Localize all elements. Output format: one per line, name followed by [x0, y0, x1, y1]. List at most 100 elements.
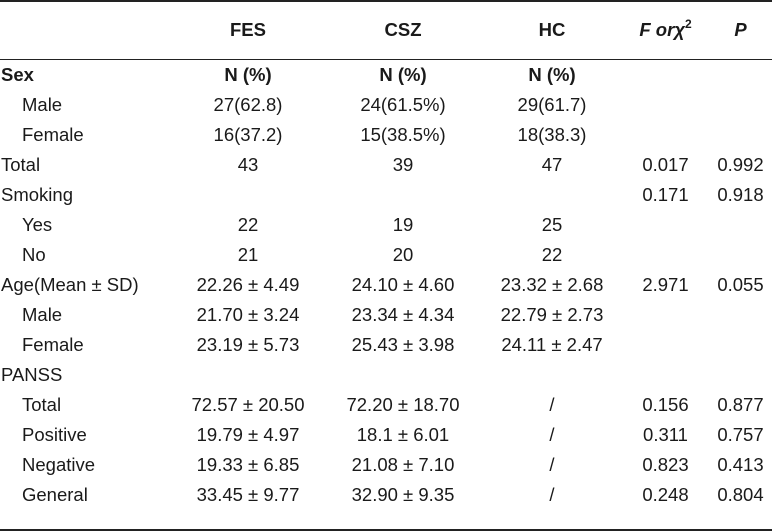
- cell-fes: 22.26 ± 4.49: [196, 274, 300, 295]
- row-label: Age(Mean ± SD): [1, 274, 139, 295]
- cell-statistic: [622, 360, 709, 390]
- cell-statistic: [622, 120, 709, 150]
- cell-p-value: [709, 60, 772, 90]
- table-row: Positive 19.79 ± 4.97 18.1 ± 6.01 / 0.31…: [0, 420, 772, 450]
- cell-statistic: [622, 210, 709, 240]
- cell-hc: /: [549, 424, 555, 445]
- table-row: Female 23.19 ± 5.73 25.43 ± 3.98 24.11 ±…: [0, 330, 772, 360]
- cell-statistic: [622, 240, 709, 270]
- cell-hc: /: [549, 394, 555, 415]
- header-hc: HC: [538, 19, 566, 40]
- table-row: No 21 20 22: [0, 240, 772, 270]
- cell-p-value: 0.804: [717, 484, 764, 505]
- row-label: Female: [22, 334, 84, 355]
- cell-hc: /: [549, 454, 555, 475]
- cell-statistic: 0.017: [642, 154, 689, 175]
- cell-p-value: [709, 120, 772, 150]
- cell-p-value: 0.918: [717, 184, 764, 205]
- table-row: Total 72.57 ± 20.50 72.20 ± 18.70 / 0.15…: [0, 390, 772, 420]
- table-top-rule: [0, 0, 772, 2]
- table-row: Male 27(62.8) 24(61.5%) 29(61.7): [0, 90, 772, 120]
- row-label: Smoking: [1, 184, 73, 205]
- header-csz: CSZ: [384, 19, 422, 40]
- table-header-rule: [0, 59, 772, 60]
- row-label: Total: [22, 394, 62, 415]
- cell-fes: 27(62.8): [213, 94, 283, 115]
- cell-csz: 32.90 ± 9.35: [351, 484, 455, 505]
- cell-csz: 21.08 ± 7.10: [351, 454, 455, 475]
- cell-statistic: [622, 300, 709, 330]
- row-label: Yes: [22, 214, 53, 235]
- cell-csz: [324, 360, 482, 390]
- cell-hc: 23.32 ± 2.68: [500, 274, 604, 295]
- cell-fes: [172, 360, 324, 390]
- cell-csz: 39: [392, 154, 414, 175]
- cell-fes: 19.33 ± 6.85: [196, 454, 300, 475]
- row-label: Male: [22, 94, 63, 115]
- row-label: Female: [22, 124, 84, 145]
- table-row: Female 16(37.2) 15(38.5%) 18(38.3): [0, 120, 772, 150]
- cell-csz: N (%): [379, 64, 427, 85]
- cell-hc: 22.79 ± 2.73: [500, 304, 604, 325]
- table-row: Sex N (%) N (%) N (%): [0, 60, 772, 90]
- row-label: General: [22, 484, 88, 505]
- cell-p-value: [709, 240, 772, 270]
- cell-statistic: 0.171: [642, 184, 689, 205]
- cell-statistic: 0.156: [642, 394, 689, 415]
- row-label: Negative: [22, 454, 96, 475]
- cell-hc: [482, 180, 622, 210]
- cell-statistic: [622, 90, 709, 120]
- table-row: Total 43 39 47 0.017 0.992: [0, 150, 772, 180]
- header-statistic: F orχ2: [622, 0, 709, 60]
- cell-p-value: [709, 90, 772, 120]
- row-label: No: [22, 244, 46, 265]
- cell-p-value: [709, 210, 772, 240]
- cell-p-value: [709, 330, 772, 360]
- table-header: FES CSZ HC F orχ2 P: [0, 0, 772, 60]
- header-label: [0, 0, 172, 60]
- cell-csz: 15(38.5%): [360, 124, 446, 145]
- cell-p-value: 0.992: [717, 154, 764, 175]
- cell-fes: 21: [237, 244, 259, 265]
- cell-statistic: 0.823: [642, 454, 689, 475]
- cell-csz: 23.34 ± 4.34: [351, 304, 455, 325]
- cell-hc: [482, 360, 622, 390]
- table-row: Smoking 0.171 0.918: [0, 180, 772, 210]
- cell-csz: 24(61.5%): [360, 94, 446, 115]
- row-label: PANSS: [1, 364, 63, 385]
- cell-fes: 43: [237, 154, 259, 175]
- cell-statistic: [622, 330, 709, 360]
- cell-statistic: [622, 60, 709, 90]
- header-row: FES CSZ HC F orχ2 P: [0, 0, 772, 60]
- cell-fes: 19.79 ± 4.97: [196, 424, 300, 445]
- cell-p-value: 0.413: [717, 454, 764, 475]
- cell-hc: 47: [541, 154, 563, 175]
- cell-hc: N (%): [528, 64, 576, 85]
- cell-statistic: 2.971: [642, 274, 689, 295]
- cell-csz: 72.20 ± 18.70: [346, 394, 460, 415]
- cell-fes: N (%): [224, 64, 272, 85]
- table-row: Negative 19.33 ± 6.85 21.08 ± 7.10 / 0.8…: [0, 450, 772, 480]
- cell-fes: 33.45 ± 9.77: [196, 484, 300, 505]
- table-row: General 33.45 ± 9.77 32.90 ± 9.35 / 0.24…: [0, 480, 772, 510]
- cell-csz: 19: [392, 214, 414, 235]
- cell-csz: 24.10 ± 4.60: [351, 274, 455, 295]
- table-body: Sex N (%) N (%) N (%) Male 27(62.8) 24(6…: [0, 60, 772, 510]
- header-p-value: P: [734, 19, 747, 40]
- header-fes: FES: [230, 19, 266, 40]
- cell-fes: 23.19 ± 5.73: [196, 334, 300, 355]
- cell-fes: 16(37.2): [213, 124, 283, 145]
- cell-csz: 20: [392, 244, 414, 265]
- row-label: Positive: [22, 424, 87, 445]
- cell-hc: 18(38.3): [517, 124, 587, 145]
- table-row: Male 21.70 ± 3.24 23.34 ± 4.34 22.79 ± 2…: [0, 300, 772, 330]
- cell-p-value: 0.757: [717, 424, 764, 445]
- cell-p-value: 0.877: [717, 394, 764, 415]
- cell-fes: 21.70 ± 3.24: [196, 304, 300, 325]
- cell-csz: [324, 180, 482, 210]
- table-bottom-rule: [0, 529, 772, 531]
- header-statistic-prefix: F or: [639, 19, 675, 40]
- table-row: Age(Mean ± SD) 22.26 ± 4.49 24.10 ± 4.60…: [0, 270, 772, 300]
- cell-p-value: 0.055: [717, 274, 764, 295]
